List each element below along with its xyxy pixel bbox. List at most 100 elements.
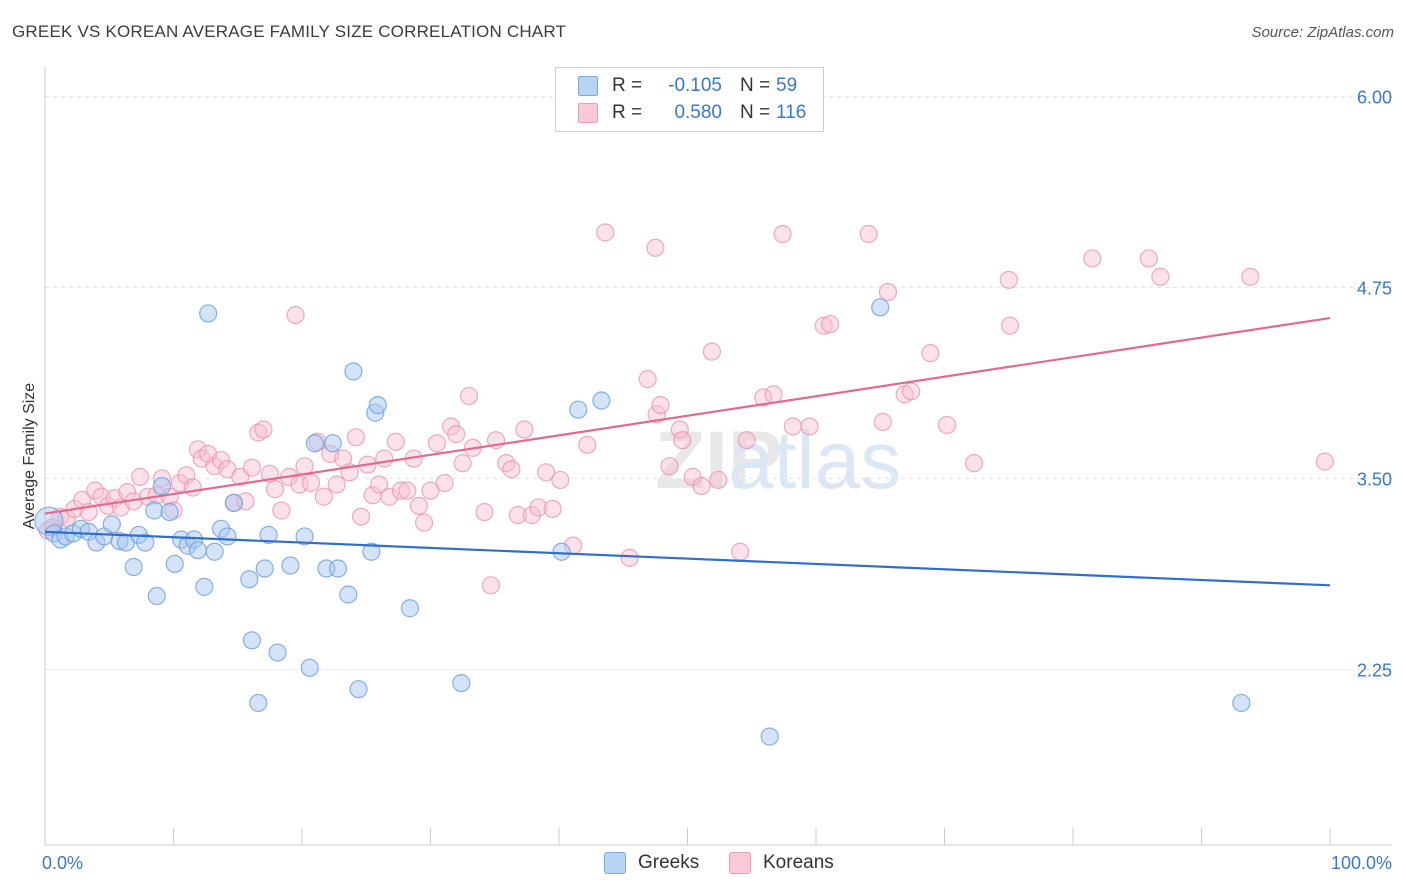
korean-point-95: [731, 542, 750, 561]
greek-point-39: [305, 434, 324, 453]
korean-point-92: [692, 476, 711, 496]
korean-point-32: [242, 458, 261, 477]
korean-point-37: [272, 501, 291, 520]
korean-point-96: [737, 431, 756, 450]
korean-point-49: [346, 428, 366, 447]
korean-point-50: [352, 507, 371, 526]
korean-point-40: [290, 475, 309, 494]
greek-point-48: [368, 395, 387, 415]
korean-point-27: [211, 450, 231, 470]
greek-point-49: [400, 599, 420, 618]
n-label: N =: [740, 75, 771, 96]
legend-item-greeks: Greeks: [604, 852, 699, 874]
greek-point-9: [102, 515, 121, 534]
greek-point-14: [136, 533, 155, 552]
korean-point-86: [647, 405, 666, 424]
greek-point-15: [145, 501, 164, 520]
korean-point-88: [670, 420, 689, 439]
korean-point-67: [453, 454, 472, 473]
korean-point-105: [878, 282, 898, 302]
axes: [44, 66, 1392, 846]
korean-point-103: [859, 224, 878, 244]
korean-point-23: [188, 440, 208, 459]
korean-point-79: [537, 463, 556, 482]
r-label: R =: [612, 102, 643, 123]
tick-labels: 2.25 3.50 4.75 6.00 0.0% 100.0%: [42, 88, 1392, 873]
greek-point-18: [160, 502, 179, 522]
korean-point-81: [551, 470, 570, 490]
r-value: -0.105: [668, 75, 722, 96]
korean-point-70: [475, 502, 494, 522]
legend-item-koreans: Koreans: [729, 852, 834, 874]
korean-point-97: [754, 388, 773, 407]
koreans-legend-swatch: [729, 852, 751, 874]
greek-point-16: [147, 586, 166, 606]
koreans-swatch: [578, 103, 598, 123]
korean-point-93: [702, 342, 722, 361]
korean-point-53: [370, 475, 389, 494]
correlation-legend: R = -0.105 N = 59 R = 0.580 N = 116: [555, 67, 824, 132]
korean-point-119: [646, 238, 665, 257]
korean-point-118: [596, 223, 615, 242]
korean-point-110: [964, 454, 984, 473]
korean-point-76: [515, 420, 534, 439]
greek-point-51: [569, 400, 588, 419]
korean-point-68: [459, 386, 479, 406]
greek-point-28: [218, 527, 237, 546]
greek-point-37: [295, 527, 314, 546]
greek-point-31: [242, 631, 261, 650]
chart-title: GREEK VS KOREAN AVERAGE FAMILY SIZE CORR…: [12, 22, 567, 41]
korean-point-90: [673, 431, 692, 450]
korean-point-42: [301, 473, 321, 493]
greek-point-30: [240, 570, 259, 589]
y-axis-label: Average Family Size: [21, 383, 38, 530]
korean-point-109: [937, 415, 957, 435]
greek-point-38: [300, 658, 319, 677]
n-label: N =: [740, 102, 771, 123]
greek-point-35: [268, 643, 287, 662]
greek-point-54: [871, 298, 890, 317]
greek-point-29: [224, 493, 243, 512]
korean-point-74: [502, 460, 521, 479]
korean-point-34: [254, 420, 273, 439]
korean-point-39: [286, 305, 305, 325]
korean-point-114: [999, 270, 1018, 289]
korean-point-87: [651, 395, 670, 415]
korean-point-84: [620, 548, 639, 567]
greek-point-26: [205, 542, 224, 561]
greek-point-33: [255, 559, 274, 578]
korean-point-33: [249, 423, 268, 442]
greek-point-46: [362, 542, 381, 561]
korean-point-113: [1139, 249, 1158, 268]
korean-point-75: [508, 505, 527, 525]
greek-point-24: [195, 577, 214, 596]
greek-point-41: [323, 434, 342, 453]
korean-point-83: [578, 435, 597, 454]
korean-point-112: [1083, 249, 1102, 268]
korean-point-116: [1241, 267, 1260, 286]
korean-point-56: [386, 432, 405, 451]
y-tick-label-0: 2.25: [1357, 660, 1392, 680]
legend-row-koreans: R = 0.580 N = 116: [578, 100, 806, 126]
x-tick-label-0: 0.0%: [42, 853, 83, 873]
korean-point-102: [821, 315, 840, 334]
n-value: 59: [776, 75, 798, 96]
greeks-legend-label: Greeks: [638, 852, 700, 873]
trendlines: [44, 316, 1331, 587]
greek-point-42: [328, 559, 348, 578]
korean-point-71: [481, 576, 500, 595]
greek-point-32: [249, 693, 268, 713]
korean-point-117: [1315, 452, 1334, 471]
greek-point-44: [344, 362, 363, 381]
r-value: 0.580: [674, 102, 722, 123]
watermark-atlas: atlas: [728, 415, 901, 506]
greek-point-45: [349, 680, 368, 699]
korean-point-98: [764, 385, 783, 404]
greek-point-12: [124, 557, 143, 577]
korean-point-66: [447, 425, 466, 444]
korean-point-54: [375, 449, 394, 468]
korean-point-22: [183, 478, 202, 497]
greek-points: [34, 298, 1251, 746]
korean-point-77: [522, 505, 542, 525]
korean-point-104: [873, 412, 892, 431]
